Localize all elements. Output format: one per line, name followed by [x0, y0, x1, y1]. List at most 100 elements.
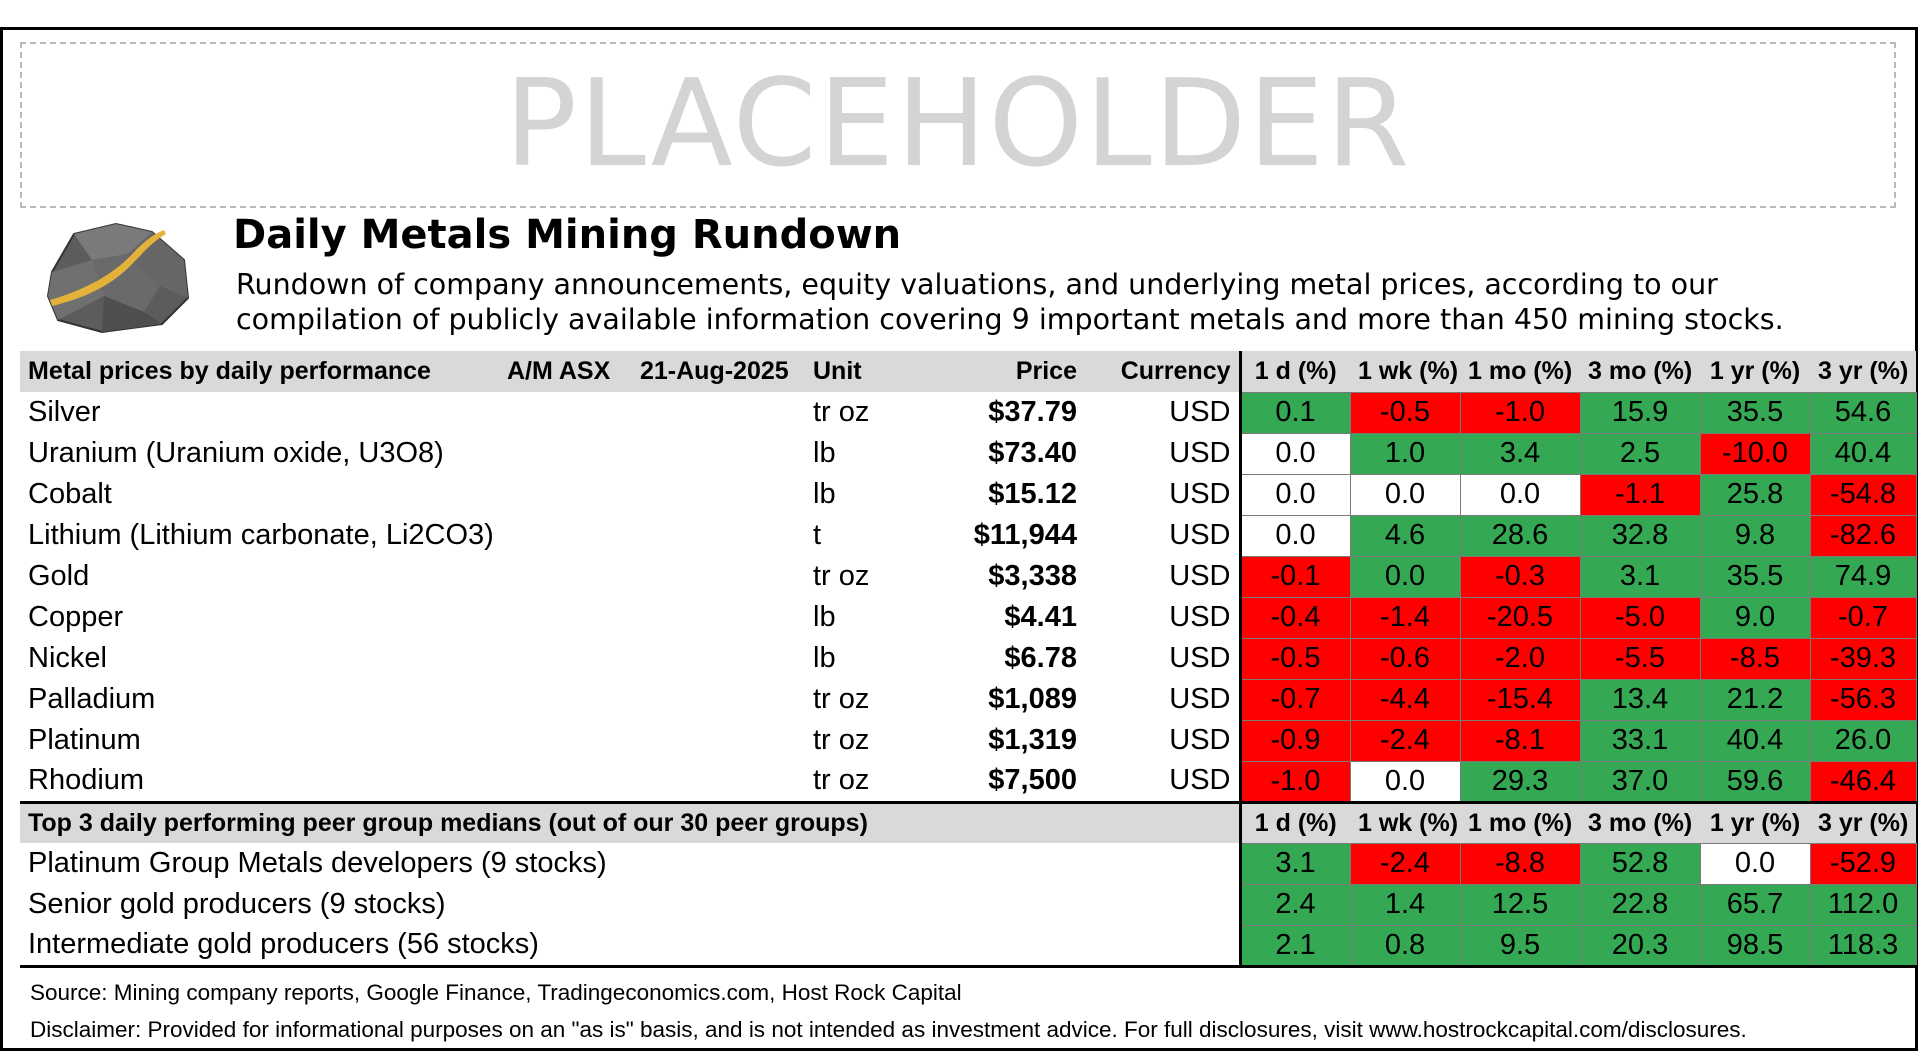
- perf-cell: 22.8: [1579, 883, 1701, 926]
- perf-cell: -0.5: [1349, 391, 1461, 434]
- period-header: 1 mo (%): [1460, 351, 1580, 392]
- metal-price: $3,338: [988, 560, 1077, 592]
- perf-cell: 1.4: [1349, 883, 1461, 926]
- perf-cell: 52.8: [1579, 842, 1701, 885]
- perf-cell: -46.4: [1809, 760, 1917, 803]
- perf-cell: -0.7: [1238, 678, 1351, 721]
- perf-cell: -4.4: [1349, 678, 1461, 721]
- metal-unit: tr oz: [813, 724, 870, 756]
- metal-name: Platinum: [28, 724, 141, 756]
- metal-unit: tr oz: [813, 560, 870, 592]
- metal-currency: USD: [1169, 683, 1231, 715]
- perf-cell: 3.1: [1238, 842, 1351, 885]
- perf-cell: 37.0: [1579, 760, 1701, 803]
- metal-name: Palladium: [28, 683, 156, 715]
- perf-cell: -8.1: [1459, 719, 1581, 762]
- perf-cell: -1.1: [1579, 473, 1701, 516]
- peer-row: Platinum Group Metals developers (9 stoc…: [20, 842, 1917, 885]
- placeholder-text: PLACEHOLDER: [504, 55, 1412, 194]
- perf-cell: 0.0: [1459, 473, 1581, 516]
- metal-price: $7,500: [988, 764, 1077, 797]
- placeholder-banner: PLACEHOLDER: [20, 42, 1896, 208]
- perf-cell: 9.0: [1699, 596, 1811, 639]
- metals-header-label: Metal prices by daily performance A/M AS…: [20, 351, 805, 392]
- perf-cell: 40.4: [1809, 432, 1917, 475]
- perf-cell: 40.4: [1699, 719, 1811, 762]
- perf-cell: -39.3: [1809, 637, 1917, 680]
- period-header: 1 mo (%): [1460, 800, 1580, 843]
- period-header: 3 mo (%): [1580, 800, 1700, 843]
- perf-cell: -0.3: [1459, 555, 1581, 598]
- perf-cell: -0.4: [1238, 596, 1351, 639]
- perf-cell: 0.8: [1349, 924, 1461, 968]
- report-frame: [0, 27, 1918, 1051]
- metal-name: Lithium (Lithium carbonate, Li2CO3): [28, 519, 494, 551]
- period-header: 1 wk (%): [1350, 800, 1460, 843]
- period-header: 1 wk (%): [1350, 351, 1460, 392]
- metal-row: Silver tr oz $37.79 USD 0.1 -0.5 -1.0 15.9 35.5 5…: [20, 391, 1917, 434]
- perf-cell: 0.0: [1349, 555, 1461, 598]
- source-note: Source: Mining company reports, Google F…: [30, 980, 962, 1005]
- metal-name: Silver: [28, 396, 101, 428]
- period-header: 1 yr (%): [1700, 351, 1810, 392]
- metal-price: $11,944: [973, 519, 1077, 551]
- perf-cell: 28.6: [1459, 514, 1581, 557]
- perf-cell: -2.0: [1459, 637, 1581, 680]
- perf-cell: 21.2: [1699, 678, 1811, 721]
- perf-cell: -20.5: [1459, 596, 1581, 639]
- metal-unit: lb: [813, 437, 836, 469]
- perf-cell: -5.0: [1579, 596, 1701, 639]
- perf-cell: 74.9: [1809, 555, 1917, 598]
- metal-price: $1,319: [988, 724, 1077, 756]
- perf-cell: 25.8: [1699, 473, 1811, 516]
- perf-cell: -8.8: [1459, 842, 1581, 885]
- metal-row: Palladium tr oz $1,089 USD -0.7 -4.4 -15.4 13.4…: [20, 678, 1917, 721]
- metals-table: Metal prices by daily performance A/M AS…: [20, 351, 1917, 968]
- perf-cell: 118.3: [1809, 924, 1917, 968]
- metal-unit: tr oz: [813, 396, 870, 428]
- perf-cell: -2.4: [1349, 719, 1461, 762]
- metal-row: Copper lb $4.41 USD -0.4 -1.4 -20.5 -5.0 9.0 -0.7: [20, 596, 1917, 639]
- metal-name: Cobalt: [28, 478, 112, 510]
- metal-unit: lb: [813, 478, 836, 510]
- period-header: 3 mo (%): [1580, 351, 1700, 392]
- metal-currency: USD: [1169, 396, 1231, 428]
- perf-cell: 0.0: [1699, 842, 1811, 885]
- metal-row: Platinum tr oz $1,319 USD -0.9 -2.4 -8.1 33.1 40…: [20, 719, 1917, 762]
- perf-cell: 2.5: [1579, 432, 1701, 475]
- metal-price: $4.41: [1004, 601, 1077, 633]
- perf-cell: 35.5: [1699, 391, 1811, 434]
- peer-row: Senior gold producers (9 stocks) 2.4 1.4 12…: [20, 883, 1917, 926]
- perf-cell: -0.9: [1238, 719, 1351, 762]
- perf-cell: 2.4: [1238, 883, 1351, 926]
- metal-unit: t: [813, 519, 822, 551]
- perf-cell: -82.6: [1809, 514, 1917, 557]
- perf-cell: 3.4: [1459, 432, 1581, 475]
- perf-cell: 54.6: [1809, 391, 1917, 434]
- perf-cell: -2.4: [1349, 842, 1461, 885]
- perf-cell: -8.5: [1699, 637, 1811, 680]
- perf-cell: 1.0: [1349, 432, 1461, 475]
- exchange-label: A/M ASX: [507, 357, 611, 385]
- perf-cell: 4.6: [1349, 514, 1461, 557]
- metal-name: Nickel: [28, 642, 107, 674]
- perf-cell: 12.5: [1459, 883, 1581, 926]
- perf-cell: 26.0: [1809, 719, 1917, 762]
- currency-header: Currency: [1085, 351, 1240, 392]
- metal-currency: USD: [1169, 601, 1231, 633]
- perf-cell: 0.0: [1349, 760, 1461, 803]
- perf-cell: -0.5: [1238, 637, 1351, 680]
- perf-cell: 0.0: [1238, 514, 1351, 557]
- page-title: Daily Metals Mining Rundown: [233, 212, 902, 258]
- metal-price: $73.40: [988, 437, 1077, 469]
- perf-cell: 9.5: [1459, 924, 1581, 968]
- perf-cell: -54.8: [1809, 473, 1917, 516]
- metal-row: Lithium (Lithium carbonate, Li2CO3) t $11,…: [20, 514, 1917, 557]
- perf-cell: 35.5: [1699, 555, 1811, 598]
- metal-name: Gold: [28, 560, 90, 592]
- peer-group-name: Platinum Group Metals developers (9 stoc…: [28, 847, 607, 879]
- metal-currency: USD: [1169, 560, 1231, 592]
- perf-cell: 32.8: [1579, 514, 1701, 557]
- peer-header-row: Top 3 daily performing peer group median…: [20, 800, 1916, 843]
- disclaimer-note: Disclaimer: Provided for informational p…: [30, 1017, 1747, 1042]
